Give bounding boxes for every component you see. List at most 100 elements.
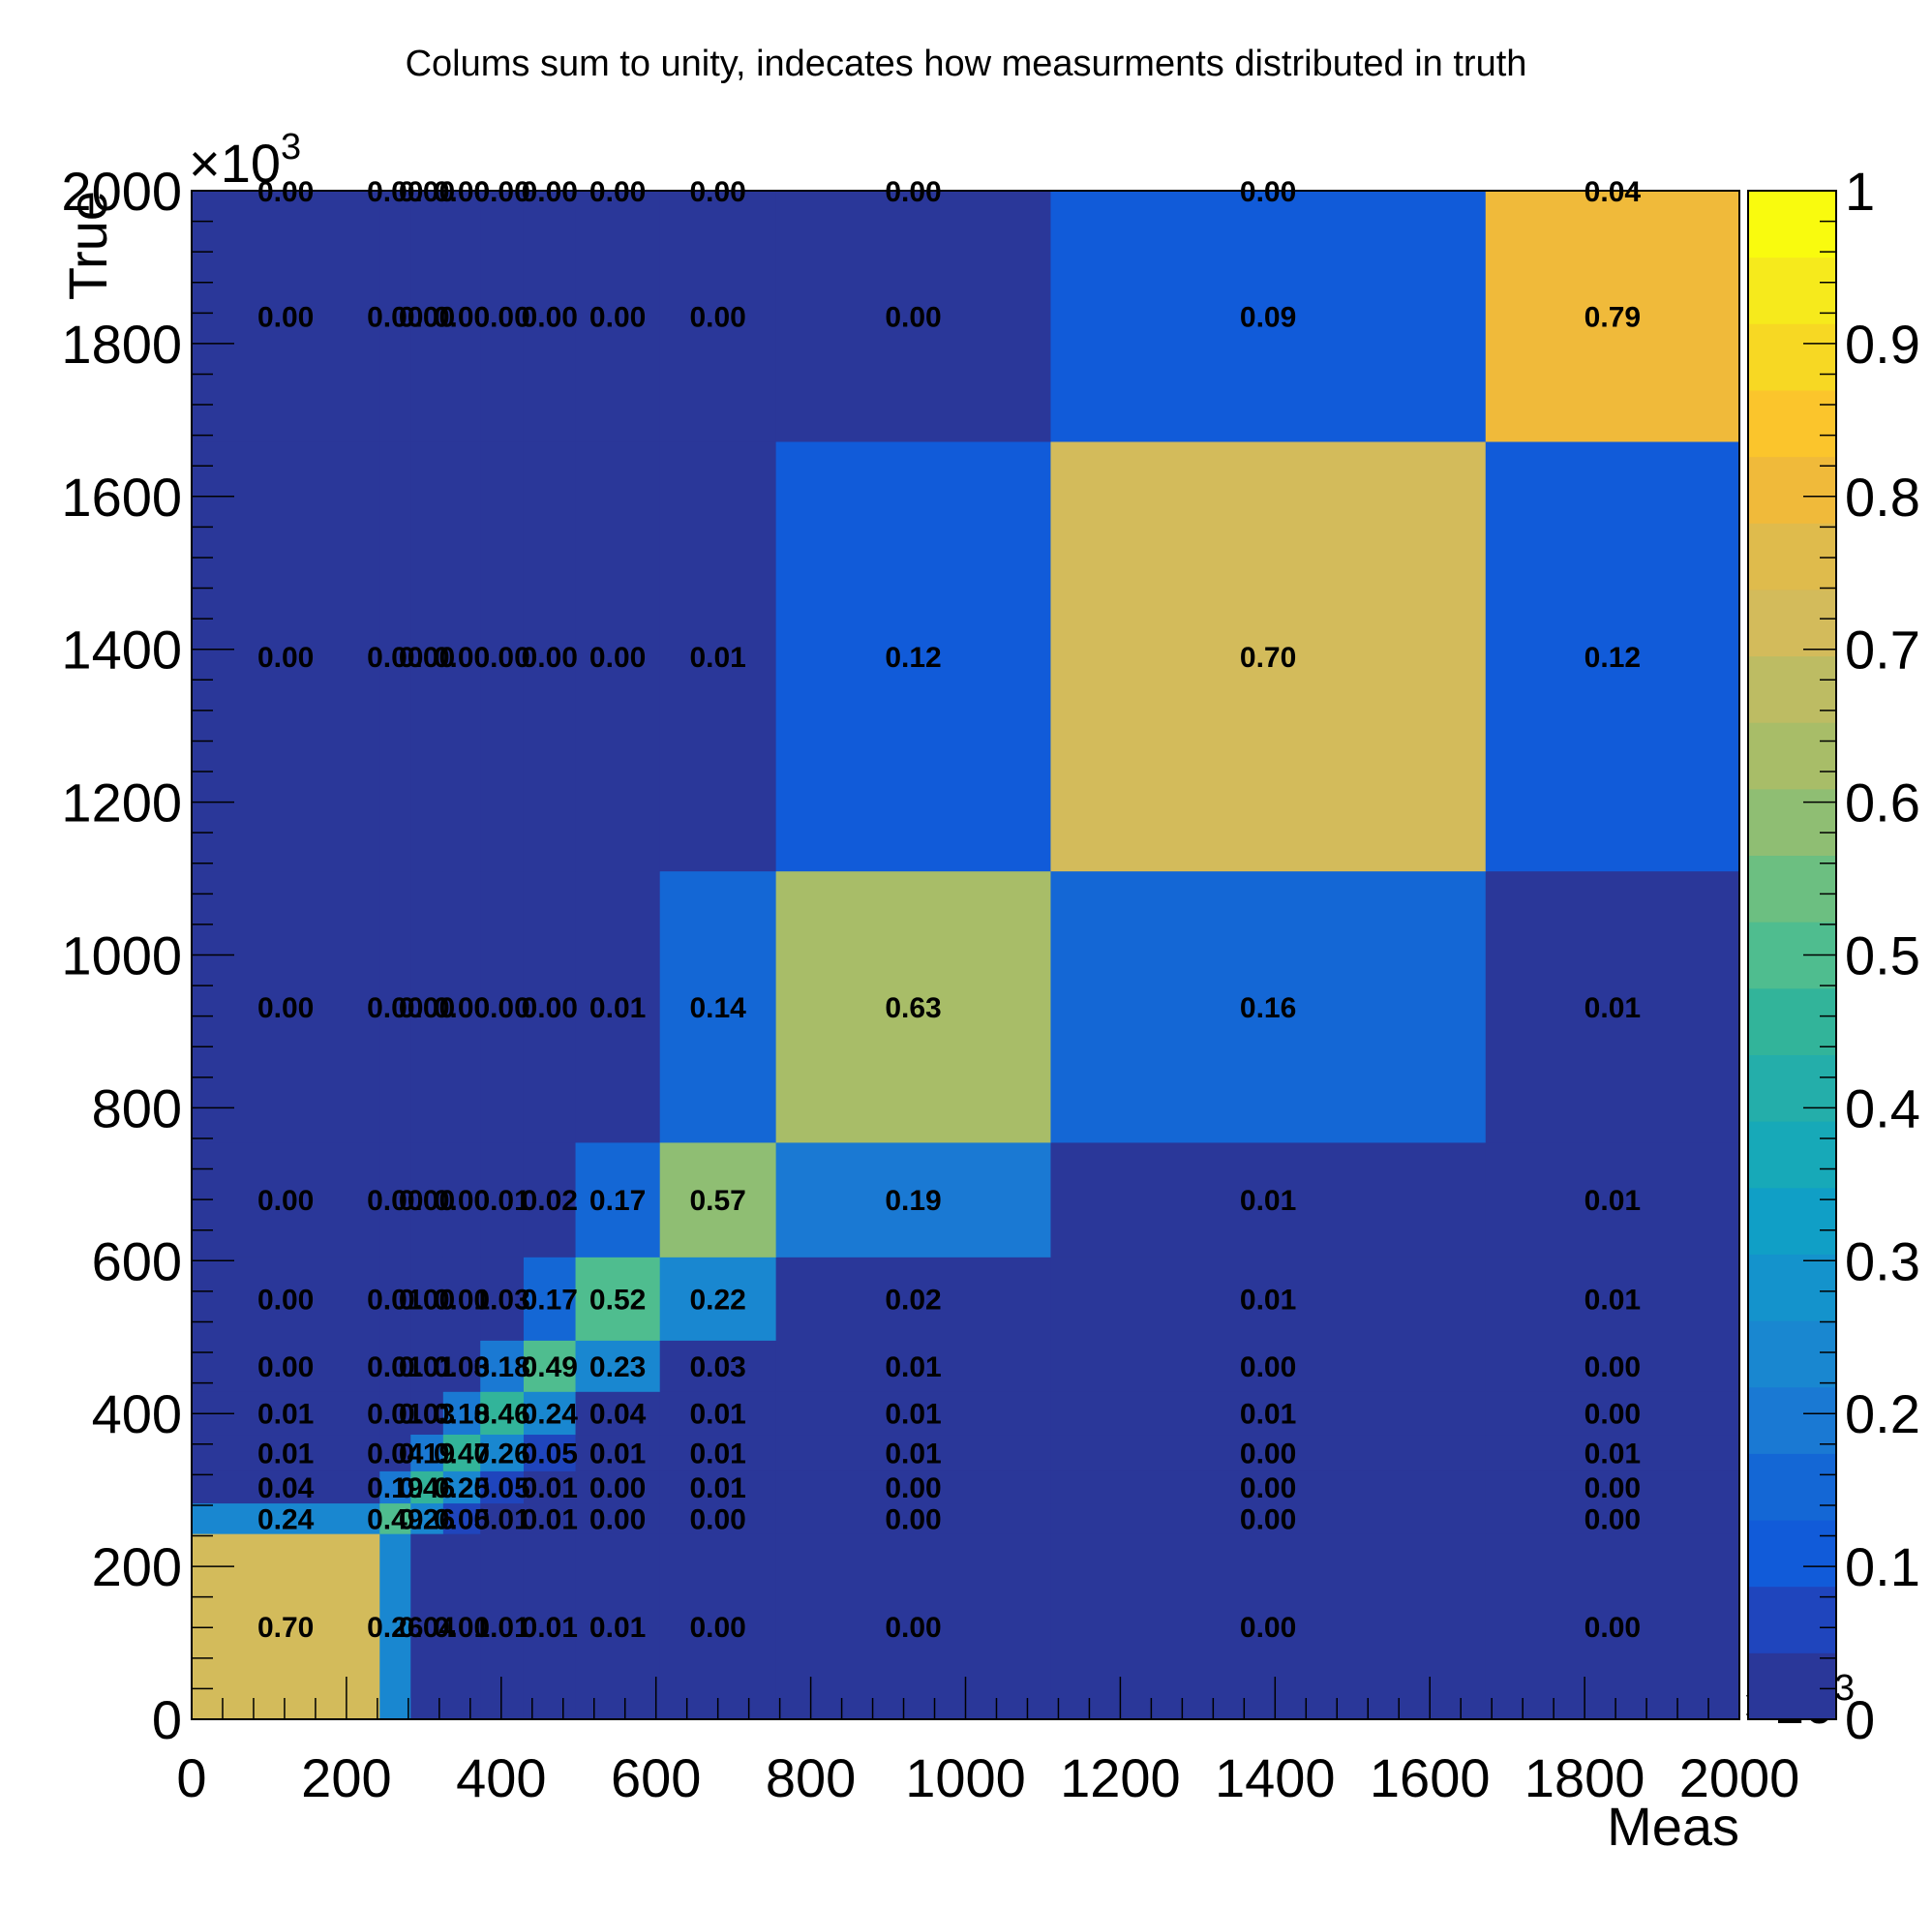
cell-value-label: 0.79: [1585, 301, 1641, 333]
color-scale-tick-label: 0.8: [1845, 467, 1920, 528]
heatmap-cell: [575, 1391, 661, 1436]
y-exponent-power: 3: [281, 127, 301, 167]
cell-value-label: 0.18: [434, 1398, 490, 1430]
heatmap-cell: [775, 1391, 1051, 1436]
y-tick-label: 1600: [61, 467, 182, 528]
heatmap-cell: [1485, 870, 1740, 1143]
cell-value-label: 0.16: [1240, 992, 1296, 1024]
cell-value-label: 0.63: [885, 992, 941, 1024]
heatmap-cell: [523, 1340, 577, 1392]
y-tick-label: 200: [92, 1536, 182, 1597]
color-scale-tick-label: 0.6: [1845, 773, 1920, 833]
color-scale-swatch: [1748, 523, 1836, 591]
cell-value-label: 0.00: [473, 992, 529, 1024]
cell-value-label: 0.03: [399, 1398, 455, 1430]
cell-value-label: 0.09: [1240, 301, 1296, 333]
heatmap-cell: [659, 1141, 777, 1258]
cell-value-label: 0.01: [1240, 1284, 1296, 1316]
y-tick-label: 1400: [61, 620, 182, 681]
cell-value-label: 0.03: [689, 1351, 745, 1383]
cell-value-label: 0.00: [1240, 1438, 1296, 1470]
heatmap-cell: [442, 1434, 481, 1471]
color-scale-tick-label: 0.7: [1845, 620, 1920, 681]
cell-value-label: 0.00: [257, 1185, 314, 1217]
cell-value-label: 0.47: [434, 1438, 490, 1470]
color-scale-bar: [1748, 191, 1836, 1720]
cell-value-label: 0.00: [1585, 1612, 1641, 1644]
cell-value-label: 0.00: [367, 1185, 423, 1217]
color-scale-swatch: [1748, 257, 1836, 324]
cell-value-label: 0.00: [689, 176, 745, 208]
cell-value-label: 0.49: [367, 1503, 423, 1535]
cell-value-label: 0.00: [434, 176, 490, 208]
heatmap-cell: [775, 1141, 1051, 1258]
cell-value-label: 0.00: [367, 992, 423, 1024]
heatmap-cell: [442, 1257, 481, 1341]
color-scale-swatch: [1748, 1386, 1836, 1454]
cell-value-label: 0.57: [689, 1185, 745, 1217]
heatmap-cell: [480, 191, 525, 442]
heatmap-cell: [523, 1502, 577, 1534]
color-scale-tick-label: 0.4: [1845, 1077, 1920, 1138]
y-tick-label: 800: [92, 1077, 182, 1138]
heatmap-cell: [659, 440, 777, 872]
heatmap-cell: [1485, 1141, 1740, 1258]
cell-value-label: 0.00: [1240, 1503, 1296, 1535]
heatmap-cell: [192, 1141, 380, 1258]
heatmap-cell: [1050, 1391, 1487, 1436]
cell-value-label: 0.01: [434, 1612, 490, 1644]
y-axis-label: True: [57, 191, 118, 300]
heatmap-cell: [379, 1141, 411, 1258]
heatmap-cell: [1050, 191, 1487, 442]
cell-value-label: 0.05: [434, 1503, 490, 1535]
heatmap-cell: [575, 1434, 661, 1471]
color-scale-tick-label: 1: [1845, 161, 1875, 222]
y-exponent-label: ×103: [189, 127, 301, 194]
cell-value-label: 0.22: [689, 1284, 745, 1316]
heatmap-cell: [192, 1533, 380, 1720]
heatmap-cell: [775, 1533, 1051, 1720]
y-tick-label: 1800: [61, 314, 182, 375]
cell-value-label: 0.00: [399, 642, 455, 674]
cell-value-label: 0.52: [589, 1284, 646, 1316]
cell-value-label: 0.24: [257, 1503, 315, 1535]
cell-value-label: 0.00: [885, 176, 941, 208]
heatmap-cell: [410, 1391, 444, 1436]
color-scale-swatch: [1748, 1121, 1836, 1189]
heatmap-cell: [1485, 1470, 1740, 1504]
cell-value-label: 0.01: [367, 1284, 423, 1316]
cell-value-label: 0.01: [434, 1284, 490, 1316]
x-tick-label: 1800: [1524, 1747, 1645, 1808]
heatmap-cell: [1485, 1391, 1740, 1436]
cell-value-label: 0.00: [434, 301, 490, 333]
cell-value-label: 0.01: [1240, 1185, 1296, 1217]
cell-value-label: 0.01: [885, 1351, 941, 1383]
heatmap-cell: [192, 1502, 380, 1534]
color-scale-swatch: [1748, 1320, 1836, 1388]
heatmap-cell: [192, 870, 380, 1143]
cell-value-label: 0.26: [473, 1438, 529, 1470]
heatmap-cell: [480, 1257, 525, 1341]
cell-value-label: 0.01: [367, 1351, 423, 1383]
x-tick-label: 200: [301, 1747, 391, 1808]
y-tick-label: 2000: [61, 161, 182, 222]
heatmap-cell: [575, 191, 661, 442]
heatmap-cell: [775, 1434, 1051, 1471]
cell-value-label: 0.00: [522, 642, 578, 674]
cell-value-label: 0.23: [589, 1351, 646, 1383]
cell-value-label: 0.01: [1585, 1185, 1641, 1217]
heatmap-cell: [1050, 1434, 1487, 1471]
cell-value-label: 0.14: [689, 992, 746, 1024]
cell-value-label: 0.05: [473, 1472, 529, 1504]
x-tick-labels: 0 200 400 600 800 1000 1200 1400 1600 1800 2000: [176, 1747, 1799, 1808]
color-scale-swatch: [1748, 1187, 1836, 1255]
heatmap-cell: [192, 1257, 380, 1341]
cell-value-label: 0.03: [434, 1351, 490, 1383]
cell-value-label: 0.00: [399, 1185, 455, 1217]
heatmap-cell: [442, 191, 481, 442]
heatmap-cell: [575, 1533, 661, 1720]
y-tick-labels: 0 200 400 600 800 1000 1200 1400 1600 1800 2000: [61, 161, 182, 1750]
x-tick-label: 1200: [1060, 1747, 1181, 1808]
heatmap-cell: [1050, 1533, 1487, 1720]
cell-value-label: 0.00: [257, 992, 314, 1024]
